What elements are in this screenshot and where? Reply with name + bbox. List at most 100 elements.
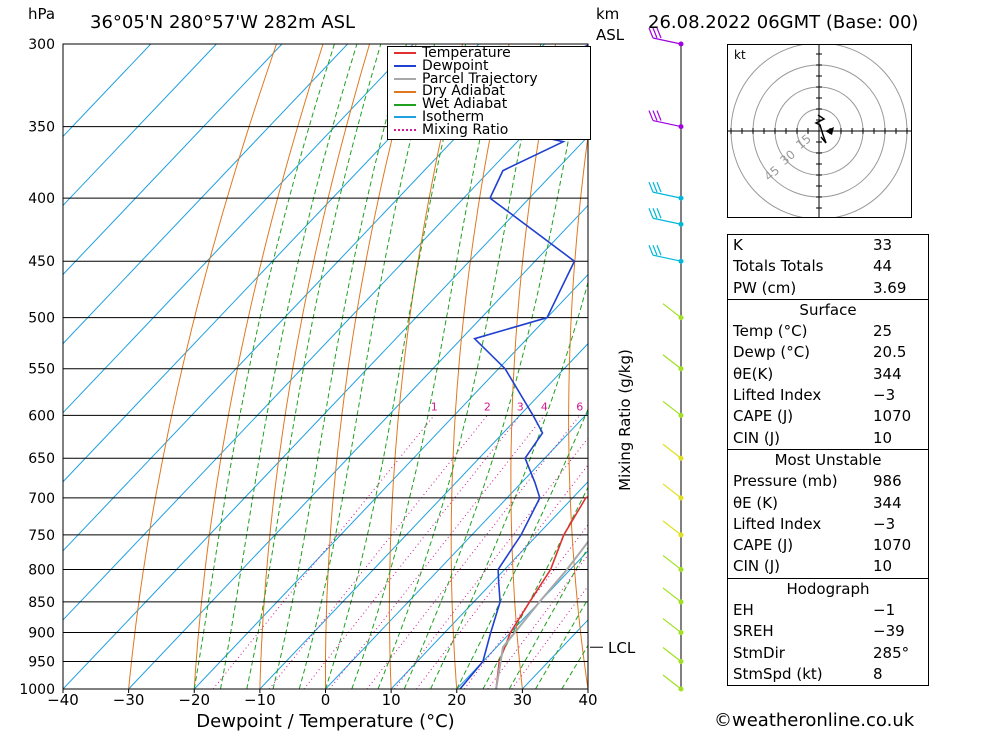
legend-label: Dry Adiabat — [422, 83, 505, 100]
wind-barb-feather — [648, 110, 654, 121]
wind-barb-feather — [656, 208, 662, 219]
param-value: 986 — [873, 472, 902, 491]
mixing-ratio-label: 20 — [686, 400, 700, 413]
pressure-tick-label: 450 — [28, 254, 55, 270]
wind-barb — [662, 520, 682, 536]
surface-title: Surface — [799, 300, 857, 319]
wet-adiabat-line — [377, 44, 542, 689]
mixing-ratio-line — [394, 437, 588, 689]
pressure-tick-label: 1000 — [19, 682, 55, 698]
pressure-tick-label: 650 — [28, 451, 55, 467]
hodograph-ring-label: 45 — [762, 163, 783, 184]
wind-barb — [652, 37, 682, 45]
legend-swatch — [394, 90, 416, 93]
isotherm-line — [63, 44, 217, 207]
pressure-tick-label: 800 — [28, 562, 55, 578]
param-label: Lifted Index — [733, 514, 822, 533]
wet-adiabat-line — [246, 44, 382, 689]
param-label: EH — [733, 601, 754, 620]
legend-item: Wet Adiabat — [388, 97, 590, 111]
table-row: StmSpd (kt) 8 — [728, 664, 928, 685]
isotherm-line — [456, 550, 588, 689]
x-tick-label: −30 — [113, 691, 145, 709]
param-label: SREH — [733, 622, 774, 641]
parameter-table: K 33 Totals Totals 44 PW (cm) 3.69 Surface Te… — [727, 234, 929, 687]
wind-barb — [652, 119, 682, 128]
wind-barb-feather — [656, 27, 662, 39]
series-temperature — [495, 496, 588, 689]
pressure-tick-label: 700 — [28, 491, 55, 507]
isotherm-line — [63, 44, 480, 483]
wind-barb — [662, 303, 682, 319]
pressure-lines — [63, 43, 588, 690]
param-value: 1070 — [873, 536, 912, 555]
axes: 3003504004505005506006507007508008509009… — [19, 37, 635, 732]
dry-adiabat-line — [928, 44, 1000, 689]
param-label: PW (cm) — [733, 278, 797, 297]
pressure-tick-label: 500 — [28, 311, 55, 327]
param-value: 44 — [873, 257, 893, 276]
param-label: CIN (J) — [733, 557, 781, 576]
wet-adiabat-line — [325, 44, 467, 689]
param-label: CAPE (J) — [733, 407, 794, 426]
table-row: CIN (J) 10 — [728, 428, 928, 449]
isotherm-line — [63, 44, 545, 552]
mixing-ratio-label: 8 — [602, 400, 609, 413]
mixing-ratio-label: 3 — [517, 400, 524, 413]
km-unit-label: km — [596, 5, 620, 23]
pressure-tick-label: 550 — [28, 362, 55, 378]
param-label: K — [733, 236, 743, 254]
wind-barb-feather — [656, 181, 662, 193]
copyright-footer: ©weatheronline.co.uk — [714, 710, 915, 731]
legend-item: Dry Adiabat — [388, 85, 590, 98]
wind-barb — [662, 554, 682, 570]
pressure-tick-label: 600 — [28, 408, 55, 424]
x-tick-label: 20 — [447, 691, 466, 709]
wind-barb-feather — [656, 110, 662, 121]
legend-item: Mixing Ratio — [388, 121, 590, 138]
x-tick-label: −40 — [47, 691, 79, 709]
mixing-ratio-line — [366, 414, 581, 689]
hodograph-storm-marker — [825, 127, 834, 135]
legend-label: Mixing Ratio — [422, 121, 509, 138]
pressure-tick-label: 350 — [28, 120, 55, 136]
table-row: Pressure (mb) 986 — [728, 471, 928, 492]
x-tick-label: 0 — [321, 691, 331, 709]
legend-swatch — [394, 52, 416, 55]
table-row: EH −1 — [728, 600, 928, 621]
param-value: 25 — [873, 322, 893, 341]
mixing-ratio-label: 4 — [541, 400, 548, 413]
legend-item: Dewpoint — [388, 57, 590, 74]
mixing-ratio-label: 1 — [431, 400, 438, 413]
isotherm-line — [390, 481, 588, 689]
legend-item: Temperature — [388, 46, 590, 60]
isotherm-line — [325, 411, 588, 689]
legend-item: Parcel Trajectory — [388, 72, 590, 85]
hodograph-ring-label: 15 — [793, 131, 814, 152]
param-label: Lifted Index — [733, 386, 822, 405]
param-label: Temp (°C) — [733, 322, 808, 341]
wind-barb-feather — [652, 244, 658, 256]
table-row: Dewp (°C) 20.5 — [728, 342, 928, 363]
wet-adiabat-line — [220, 44, 358, 689]
pressure-unit-label: hPa — [28, 5, 56, 23]
legend-label: Dewpoint — [422, 57, 489, 74]
param-value: 10 — [873, 428, 893, 447]
pressure-tick-label: 300 — [28, 37, 55, 53]
param-label: CAPE (J) — [733, 536, 794, 555]
param-value: −39 — [873, 622, 905, 641]
x-tick-label: 40 — [578, 691, 597, 709]
table-row: CAPE (J) 1070 — [728, 535, 928, 556]
param-value: 344 — [873, 493, 902, 512]
param-value: 344 — [873, 364, 902, 383]
wet-adiabat-line — [193, 44, 335, 689]
mixing-ratio-lines: 1 2 3 4 6 8 10 16 20 25 — [212, 400, 700, 689]
asl-label: ASL — [596, 26, 625, 44]
legend-swatch — [394, 129, 416, 132]
pressure-tick-label: 850 — [28, 595, 55, 611]
param-value: 10 — [873, 557, 893, 576]
wind-barb-feather — [652, 181, 658, 193]
wind-barb — [662, 618, 682, 634]
mixing-ratio-axis-title: Mixing Ratio (g/kg) — [616, 349, 634, 491]
param-label: StmSpd (kt) — [733, 664, 823, 683]
